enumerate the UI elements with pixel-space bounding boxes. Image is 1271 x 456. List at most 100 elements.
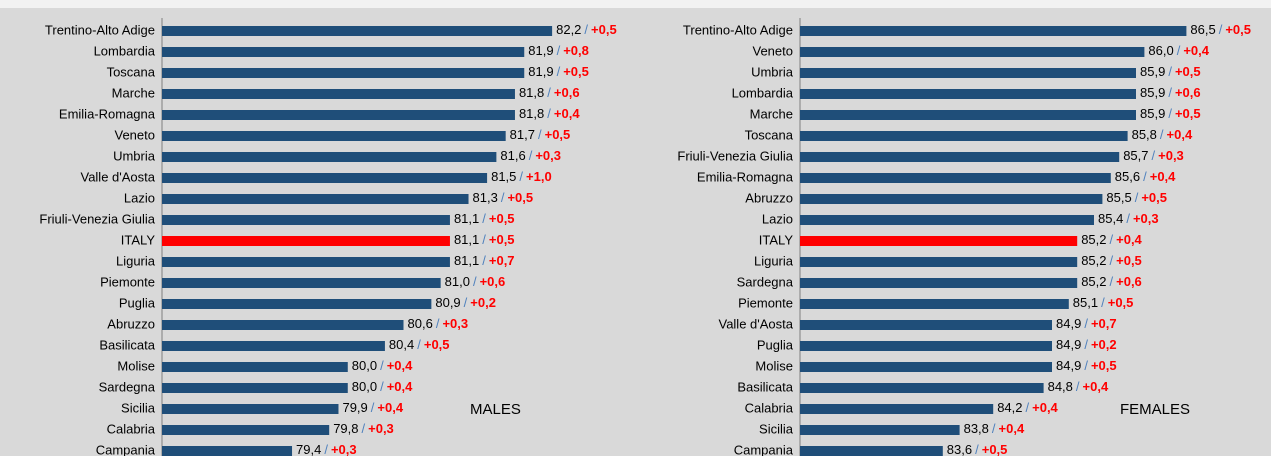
value-label: 80,0 (352, 379, 377, 394)
data-label: 80,0/+0,4 (352, 358, 413, 373)
category-label: Emilia-Romagna (697, 169, 794, 184)
value-label: 81,6 (500, 148, 525, 163)
category-label: Lombardia (94, 43, 156, 58)
change-label: +0,5 (489, 211, 515, 226)
category-label: Piemonte (100, 274, 155, 289)
category-label: Calabria (745, 400, 794, 415)
separator: / (482, 253, 486, 268)
separator: / (1101, 295, 1105, 310)
separator: / (975, 442, 979, 456)
category-label: Sicilia (121, 400, 156, 415)
data-label: 81,8/+0,6 (519, 85, 580, 100)
separator: / (1110, 274, 1114, 289)
change-label: +0,3 (331, 442, 357, 456)
data-label: 81,9 /+0,8 (528, 43, 589, 58)
separator: / (1219, 22, 1223, 37)
value-label: 80,9 (435, 295, 460, 310)
value-label: 84,9 (1056, 337, 1081, 352)
separator: / (482, 211, 486, 226)
bar (162, 152, 497, 162)
data-label: 83,8/+0,4 (964, 421, 1025, 436)
change-label: +0,4 (1167, 127, 1193, 142)
separator: / (1160, 127, 1164, 142)
change-label: +0,7 (1091, 316, 1117, 331)
value-label: 81,3 (473, 190, 498, 205)
bar (800, 26, 1187, 36)
bar (162, 194, 469, 204)
category-label: Marche (750, 106, 793, 121)
data-label: 85,9/+0,5 (1140, 64, 1201, 79)
category-label: Molise (755, 358, 793, 373)
bar (800, 341, 1052, 351)
bar (800, 383, 1044, 393)
separator: / (1143, 169, 1147, 184)
value-label: 85,8 (1132, 127, 1157, 142)
category-label: Toscana (745, 127, 794, 142)
value-label: 86,0 (1148, 43, 1173, 58)
separator: / (557, 64, 561, 79)
change-label: +0,8 (563, 43, 589, 58)
category-label: ITALY (759, 232, 794, 247)
separator: / (992, 421, 996, 436)
bar (162, 362, 348, 372)
category-label: Marche (112, 85, 155, 100)
category-label: Trentino-Alto Adige (683, 22, 793, 37)
change-label: +0,3 (535, 148, 561, 163)
data-label: 83,6/+0,5 (947, 442, 1008, 456)
data-label: 85,4/+0,3 (1098, 211, 1159, 226)
separator: / (1126, 211, 1130, 226)
bar (162, 257, 450, 267)
category-label: Veneto (115, 127, 156, 142)
separator: / (417, 337, 421, 352)
value-label: 81,0 (445, 274, 470, 289)
separator: / (519, 169, 523, 184)
separator: / (584, 22, 588, 37)
value-label: 81,9 (528, 64, 553, 79)
separator: / (1026, 400, 1030, 415)
data-label: 81,8/+0,4 (519, 106, 580, 121)
separator: / (1084, 337, 1088, 352)
category-label: Umbria (113, 148, 156, 163)
category-label: Lazio (762, 211, 793, 226)
bar (162, 404, 339, 414)
separator: / (464, 295, 468, 310)
bar (800, 215, 1094, 225)
data-label: 85,5 /+0,5 (1106, 190, 1167, 205)
change-label: +0,3 (368, 421, 394, 436)
data-label: 79,9 /+0,4 (342, 400, 403, 415)
data-label: 85,9/+0,6 (1140, 85, 1201, 100)
data-label: 79,4/+0,3 (296, 442, 357, 456)
data-label: 85,1/+0,5 (1073, 295, 1134, 310)
change-label: +0,5 (424, 337, 450, 352)
data-label: 81,5/+1,0 (491, 169, 552, 184)
separator: / (1110, 253, 1114, 268)
bar (800, 68, 1136, 78)
bar (800, 47, 1145, 57)
data-label: 81,1/+0,5 (454, 211, 515, 226)
value-label: 85,1 (1073, 295, 1098, 310)
value-label: 81,5 (491, 169, 516, 184)
value-label: 81,8 (519, 85, 544, 100)
separator: / (1135, 190, 1139, 205)
change-label: +0,3 (442, 316, 468, 331)
data-label: 80,6/+0,3 (408, 316, 469, 331)
data-label: 81,6 /+0,3 (500, 148, 561, 163)
category-label: Liguria (754, 253, 794, 268)
category-label: Puglia (119, 295, 156, 310)
bar (162, 26, 553, 36)
separator: / (501, 190, 505, 205)
value-label: 85,9 (1140, 85, 1165, 100)
bar (800, 110, 1136, 120)
separator: / (538, 127, 542, 142)
data-label: 85,7 /+0,3 (1123, 148, 1184, 163)
separator: / (1110, 232, 1114, 247)
category-label: Sicilia (759, 421, 794, 436)
value-label: 81,7 (510, 127, 535, 142)
value-label: 83,8 (964, 421, 989, 436)
value-label: 82,2 (556, 22, 581, 37)
category-label: Liguria (116, 253, 156, 268)
change-label: +0,4 (1032, 400, 1058, 415)
value-label: 81,1 (454, 232, 479, 247)
bar (162, 383, 348, 393)
